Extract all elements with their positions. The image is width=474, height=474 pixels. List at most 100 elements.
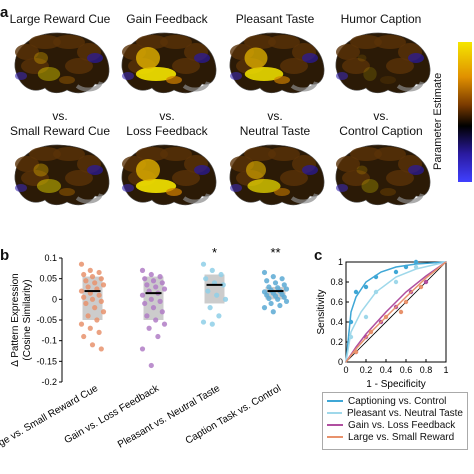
data-point <box>159 280 165 286</box>
data-point <box>214 292 220 298</box>
data-point <box>100 309 107 315</box>
roc-point <box>413 264 419 270</box>
data-point <box>142 276 148 282</box>
brain-map-top-2 <box>121 32 217 94</box>
data-point <box>150 278 157 284</box>
data-point <box>89 274 96 280</box>
data-point <box>100 282 107 288</box>
data-point <box>281 294 287 300</box>
data-point <box>159 309 165 315</box>
significance-marker: ** <box>270 248 280 260</box>
chart-panel-c: 0 0.2 0.4 0.6 0.8 1 0 0.2 0.4 0.6 0.8 1 1 - Specific… <box>316 257 449 390</box>
data-point <box>205 288 211 294</box>
data-point <box>153 317 159 323</box>
brain-title-neutral-taste: Neutral Taste <box>239 124 311 138</box>
data-point <box>146 325 152 331</box>
y-tick-label-b: -0.2 <box>41 377 57 387</box>
x-tick-label-c: 0.2 <box>360 365 373 375</box>
roc-point <box>393 269 399 275</box>
y-tick-label-b: 0.05 <box>39 274 57 284</box>
data-point <box>281 282 287 288</box>
data-point <box>266 295 272 302</box>
roc-point <box>363 314 369 320</box>
data-point <box>96 292 102 298</box>
y-tick-label-c: 0.2 <box>330 337 343 347</box>
data-point <box>279 276 285 282</box>
data-point <box>92 280 98 286</box>
data-point <box>78 261 85 267</box>
data-point <box>139 292 146 298</box>
y-tick-label-c: 0.8 <box>330 277 343 287</box>
brain-title-humor-caption: Humor Caption <box>340 12 422 26</box>
brain-map-top-1 <box>14 32 110 94</box>
y-tick-label-c: 0 <box>338 357 343 367</box>
panel-b-letter: b <box>0 247 10 264</box>
brain-map-top-3 <box>229 32 325 94</box>
y-tick-label-b: -0.15 <box>36 356 57 366</box>
roc-point <box>348 319 354 325</box>
data-point <box>96 329 102 335</box>
x-tick-label-c: 0.8 <box>420 365 433 375</box>
data-point <box>157 274 163 280</box>
legend-entry: Captioning vs. Control <box>327 395 463 407</box>
chart-panel-b: -0.2 -0.15 -0.1 -0.05 0 0.05 0.1 Δ Pattern Expr… <box>0 248 290 456</box>
roc-point <box>353 289 359 295</box>
roc-curve <box>345 261 447 363</box>
legend-swatch <box>327 436 343 438</box>
data-point <box>85 313 91 319</box>
data-point <box>94 317 100 323</box>
data-point <box>139 267 146 273</box>
data-point <box>142 300 148 307</box>
data-point <box>200 319 207 325</box>
vs-label-4: vs. <box>373 109 389 123</box>
significance-marker: * <box>212 248 217 260</box>
data-point <box>155 333 161 340</box>
brain-title-large-reward-cue: Large Reward Cue <box>9 12 111 26</box>
data-point <box>83 300 89 307</box>
roc-point <box>363 284 369 290</box>
data-point <box>144 313 150 319</box>
legend-entry: Gain vs. Loss Feedback <box>327 419 463 431</box>
roc-point <box>353 349 359 355</box>
roc-point <box>383 314 389 320</box>
data-point <box>96 269 102 276</box>
data-point <box>153 284 159 290</box>
panel-c-letter: c <box>314 247 323 264</box>
y-tick-label-c: 1 <box>338 257 343 267</box>
data-point <box>261 305 268 311</box>
data-point <box>78 288 85 294</box>
vs-label-1: vs. <box>52 109 68 123</box>
x-tick-label-c: 0.4 <box>380 365 393 375</box>
data-point <box>139 346 146 352</box>
y-tick-label-c: 0.6 <box>330 297 343 307</box>
data-point <box>148 296 154 302</box>
legend-entry: Large vs. Small Reward <box>327 431 463 443</box>
brain-title-gain-feedback: Gain Feedback <box>126 12 208 26</box>
data-point <box>161 321 168 327</box>
x-tick-label-c: 0.6 <box>400 365 413 375</box>
x-axis-label-c: 1 - Specificity <box>366 379 425 390</box>
data-point <box>209 267 215 273</box>
data-point <box>148 362 154 369</box>
y-axis-label-b: (Cosine Similarity) <box>22 279 33 360</box>
data-point <box>150 305 157 311</box>
brain-title-control-caption: Control Caption <box>339 124 423 138</box>
roc-legend: Captioning vs. Control Pleasant vs. Neutr… <box>322 392 468 450</box>
roc-curve <box>345 261 447 363</box>
data-point <box>98 276 104 282</box>
data-point <box>261 269 268 276</box>
data-point <box>268 300 274 307</box>
data-point <box>264 278 270 284</box>
data-point <box>220 282 226 288</box>
data-point <box>277 302 283 309</box>
y-tick-label-b: -0.05 <box>36 315 57 325</box>
data-point <box>81 333 87 340</box>
chance-diagonal <box>345 261 447 363</box>
roc-point <box>348 334 354 340</box>
data-point <box>203 276 209 282</box>
colorbar <box>458 42 472 182</box>
data-point <box>272 280 279 286</box>
y-tick-label-b: 0.1 <box>44 253 57 263</box>
legend-swatch <box>327 424 343 426</box>
data-point <box>207 305 213 311</box>
